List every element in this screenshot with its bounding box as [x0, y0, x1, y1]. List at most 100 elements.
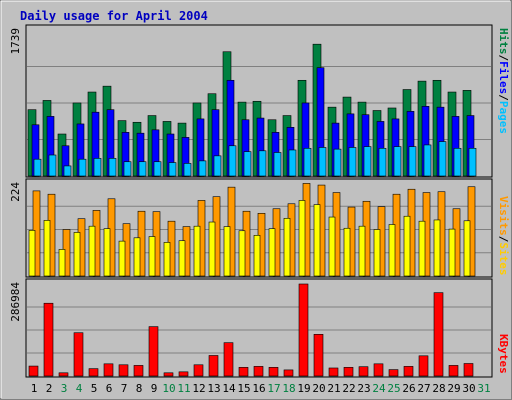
x-tick-label: 9: [151, 382, 158, 395]
sites-bar: [373, 229, 381, 277]
kbytes-bar: [313, 334, 324, 377]
kbytes-bar: [28, 365, 39, 377]
visits-y-max-label: 224: [9, 182, 22, 202]
x-tick-label: 25: [387, 382, 400, 395]
sites-bar: [43, 220, 51, 277]
pages-bar: [333, 148, 342, 177]
kbytes-bar: [133, 365, 144, 377]
x-tick-label: 1: [31, 382, 38, 395]
x-tick-label: 12: [192, 382, 205, 395]
sites-bar: [403, 215, 411, 277]
x-tick-label: 10: [162, 382, 175, 395]
x-tick-label: 20: [312, 382, 325, 395]
kbytes-bar: [88, 368, 99, 377]
sites-bar: [103, 228, 111, 277]
sites-bar: [433, 219, 441, 277]
sites-bar: [88, 225, 96, 277]
x-tick-label: 8: [136, 382, 143, 395]
sites-bar: [133, 237, 141, 277]
sites-bar: [343, 227, 351, 277]
sites-bar: [223, 226, 231, 277]
x-axis-day-labels: 1 2 3 4 5 6 7 8 9 10 11 12 13 14 15 16 17 18 19 20 21 22 23 24 2…: [31, 382, 491, 395]
kbytes-y-max-label: 286984: [9, 282, 22, 322]
hits-legend: Hits/Files/Pages: [497, 28, 510, 134]
sites-bar: [208, 221, 216, 277]
pages-bar: [258, 150, 267, 177]
pages-bar: [423, 144, 432, 177]
kbytes-bar: [298, 283, 309, 377]
legend-sites: Sites: [497, 242, 510, 275]
pages-bar: [138, 161, 147, 177]
kbytes-bar: [343, 367, 354, 377]
kbytes-bar: [118, 364, 129, 377]
x-tick-label: 16: [252, 382, 265, 395]
pages-bar: [288, 149, 297, 177]
pages-bar: [198, 160, 207, 177]
sites-bar: [388, 224, 396, 277]
legend-hits: Hits: [497, 28, 510, 55]
kbytes-bar: [238, 367, 249, 377]
kbytes-panel: [25, 278, 493, 378]
pages-bar: [153, 161, 162, 177]
pages-bar: [108, 158, 117, 177]
kbytes-bar: [448, 365, 459, 377]
kbytes-bar: [418, 355, 429, 377]
kbytes-bar: [73, 332, 84, 377]
kbytes-bar: [403, 366, 414, 377]
hits-y-max-label: 1739: [9, 28, 22, 55]
kbytes-bar: [58, 372, 69, 377]
x-tick-label: 2: [46, 382, 53, 395]
sites-bar: [298, 200, 306, 277]
sites-bar: [313, 204, 321, 277]
kbytes-bar: [433, 292, 444, 377]
sites-bar: [163, 242, 171, 277]
pages-bar: [378, 147, 387, 177]
sites-bar: [328, 216, 336, 277]
kbytes-bar: [43, 302, 54, 377]
x-tick-label: 18: [282, 382, 295, 395]
kbytes-bar: [148, 326, 159, 377]
x-tick-label: 6: [106, 382, 113, 395]
x-tick-label: 22: [342, 382, 355, 395]
pages-bar: [273, 152, 282, 177]
x-tick-label: 11: [177, 382, 190, 395]
pages-bar: [468, 147, 477, 177]
pages-bar: [123, 161, 132, 177]
sites-bar: [358, 225, 366, 277]
x-tick-label: 13: [207, 382, 220, 395]
kbytes-bar: [328, 367, 339, 377]
sites-bar: [148, 236, 156, 277]
pages-bar: [63, 165, 72, 177]
x-tick-label: 14: [222, 382, 236, 395]
pages-bar: [393, 146, 402, 177]
x-tick-label: 27: [417, 382, 430, 395]
sites-bar: [238, 230, 246, 277]
sites-bar: [73, 232, 81, 277]
kbytes-bar: [283, 369, 294, 377]
pages-bar: [348, 147, 357, 177]
x-tick-label: 31: [477, 382, 490, 395]
pages-bar: [78, 158, 87, 177]
pages-bar: [303, 147, 312, 177]
x-tick-label: 29: [447, 382, 460, 395]
pages-bar: [93, 158, 102, 177]
sites-bar: [58, 249, 66, 277]
x-tick-label: 7: [121, 382, 128, 395]
pages-bar: [213, 155, 222, 177]
pages-bar: [33, 158, 42, 177]
x-tick-label: 24: [372, 382, 386, 395]
kbytes-bar: [103, 363, 114, 377]
kbytes-bar: [178, 371, 189, 377]
x-tick-label: 23: [357, 382, 370, 395]
legend-visits: Visits: [497, 196, 510, 236]
kbytes-bar: [358, 366, 369, 377]
kbytes-bar: [208, 355, 219, 377]
kbytes-bar: [268, 367, 279, 377]
sites-bar: [253, 235, 261, 277]
pages-bar: [183, 163, 192, 177]
x-tick-label: 5: [91, 382, 98, 395]
kbytes-bar: [253, 366, 264, 377]
pages-bar: [453, 147, 462, 177]
bar-marks: [27, 43, 477, 377]
sites-bar: [193, 225, 201, 277]
